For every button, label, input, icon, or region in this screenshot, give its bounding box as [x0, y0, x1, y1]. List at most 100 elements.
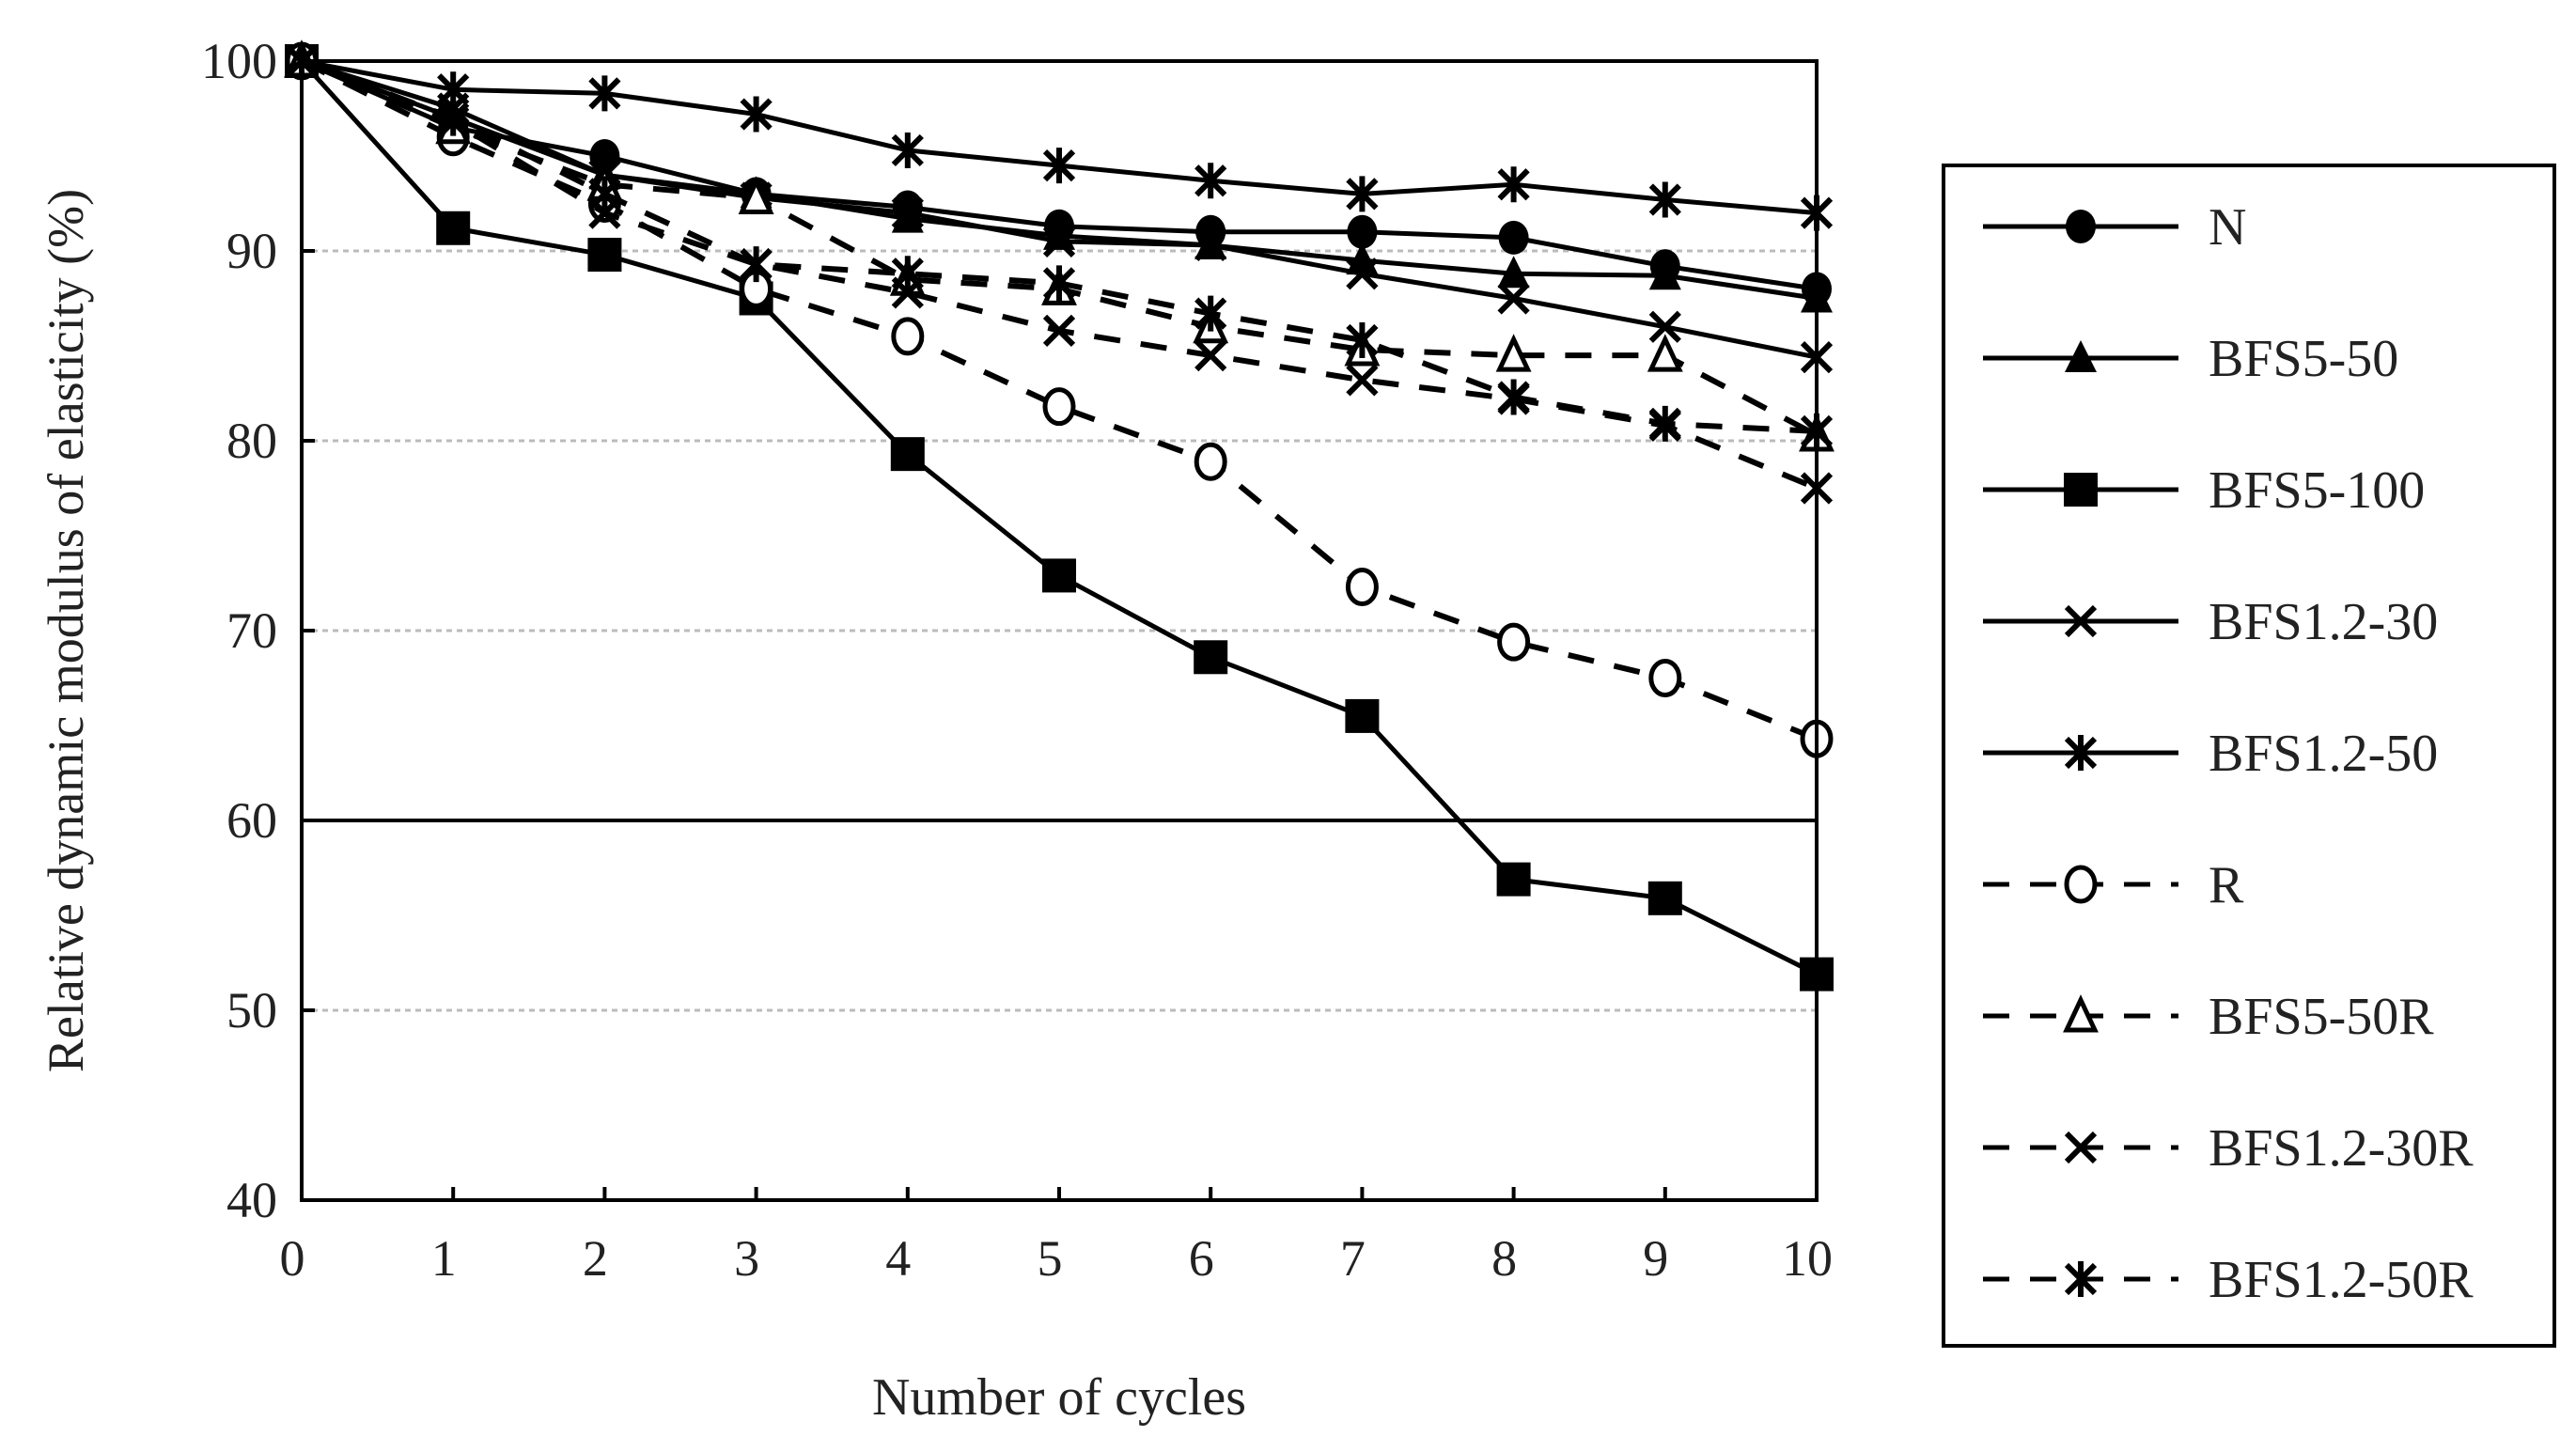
x-tick-label: 7 [1340, 1230, 1366, 1287]
data-point [1497, 256, 1530, 289]
legend-label: BFS5-100 [2209, 461, 2425, 520]
legend-marker [2064, 473, 2098, 507]
data-point [1648, 659, 1682, 697]
data-point [1345, 568, 1379, 607]
data-point [1346, 364, 1379, 397]
data-point [1497, 622, 1531, 662]
data-point [1497, 166, 1530, 203]
series-group [284, 39, 1834, 991]
legend-label: BFS1.2-30 [2209, 593, 2438, 651]
data-point [1346, 321, 1379, 358]
legend-label: BFS1.2-50 [2209, 725, 2438, 783]
x-tick-label: 4 [885, 1230, 911, 1287]
legend-marker [2064, 1131, 2098, 1164]
legend-item: BFS5-50 [1983, 330, 2398, 388]
legend: NBFS5-50BFS5-100BFS1.2-30BFS1.2-50RBFS5-… [1942, 164, 2556, 1348]
y-tick-label: 80 [226, 413, 277, 469]
data-point [1042, 225, 1076, 258]
data-point [1194, 295, 1227, 332]
x-tick-label: 2 [583, 1230, 608, 1287]
data-point [1042, 558, 1076, 593]
x-tick-label: 1 [431, 1230, 457, 1287]
legend-marker [2064, 604, 2098, 638]
data-point [1497, 379, 1530, 415]
legend-label: BFS5-50 [2209, 330, 2398, 388]
data-point [1042, 387, 1076, 427]
data-point [1345, 698, 1380, 733]
x-tick-label: 3 [734, 1230, 759, 1287]
data-point [587, 238, 622, 273]
data-point [436, 211, 471, 245]
y-tick-label: 70 [226, 602, 277, 659]
legend-item: BFS5-100 [1983, 461, 2425, 520]
data-point [891, 317, 925, 356]
data-point [1194, 442, 1227, 481]
legend-label: N [2209, 198, 2246, 257]
legend-marker [2063, 994, 2099, 1033]
legend-item: N [1983, 198, 2246, 257]
data-point [1194, 163, 1227, 199]
data-point [1498, 220, 1529, 255]
y-tick-label: 90 [226, 223, 277, 279]
x-tick-label: 9 [1643, 1230, 1668, 1287]
data-point [891, 132, 924, 168]
y-tick-label: 50 [226, 982, 277, 1038]
data-point [740, 96, 773, 133]
data-point [1194, 338, 1227, 372]
data-point [1648, 405, 1681, 442]
legend-item: BFS1.2-30R [1983, 1119, 2474, 1178]
data-point [588, 176, 621, 212]
data-point [1346, 258, 1379, 290]
data-point [1647, 881, 1682, 915]
data-point [1194, 640, 1228, 675]
legend-label: BFS5-50R [2209, 988, 2434, 1046]
data-point [891, 256, 924, 292]
data-point [1496, 862, 1531, 897]
data-point [1346, 176, 1379, 212]
axes: 40 50 60 70 80 90 100 0 1 2 3 4 5 6 7 8 9 10 [201, 33, 1833, 1287]
series-line [300, 59, 1819, 976]
x-tick-label: 5 [1038, 1230, 1063, 1287]
data-point [738, 176, 774, 214]
data-point [890, 437, 925, 472]
data-point [1648, 258, 1681, 290]
y-tick-label: 40 [226, 1172, 277, 1228]
legend-item: BFS1.2-50 [1983, 725, 2438, 783]
data-point [1647, 334, 1683, 372]
data-point [588, 75, 621, 112]
series-line [301, 58, 1818, 360]
series-BFS5-100 [285, 44, 1834, 991]
data-point [1347, 214, 1378, 249]
legend-item: BFS1.2-30 [1983, 593, 2438, 651]
x-tick-label: 0 [280, 1230, 305, 1287]
y-tick-label: 100 [201, 33, 277, 89]
x-tick-label: 8 [1491, 1230, 1517, 1287]
series-line [301, 58, 1818, 216]
series-BFS1.2-30 [285, 44, 1834, 374]
grid [302, 249, 1817, 1012]
data-point [1497, 282, 1530, 315]
y-tick-label: 60 [226, 792, 277, 849]
data-point [891, 196, 924, 229]
legend-item: BFS5-50R [1983, 988, 2434, 1046]
legend-label: BFS1.2-50R [2209, 1251, 2474, 1309]
legend-marker [2064, 1261, 2098, 1297]
x-tick-label: 6 [1189, 1230, 1214, 1287]
legend-item: BFS1.2-50R [1983, 1251, 2474, 1309]
legend-marker [2065, 340, 2097, 372]
data-point [1042, 314, 1076, 347]
series-BFS1.2-50R [285, 43, 1834, 449]
legend-label: BFS1.2-30R [2209, 1119, 2474, 1178]
legend-marker [2064, 735, 2098, 771]
x-tick-label: 10 [1782, 1230, 1833, 1287]
data-point [1648, 310, 1681, 343]
data-point [1042, 265, 1076, 302]
legend-marker [2066, 210, 2096, 243]
legend-marker [2064, 865, 2098, 904]
legend-label: R [2209, 856, 2244, 914]
data-point [1194, 228, 1227, 262]
data-point [1648, 181, 1681, 218]
data-point [740, 246, 773, 283]
x-axis-label: Number of cycles [872, 1368, 1246, 1427]
